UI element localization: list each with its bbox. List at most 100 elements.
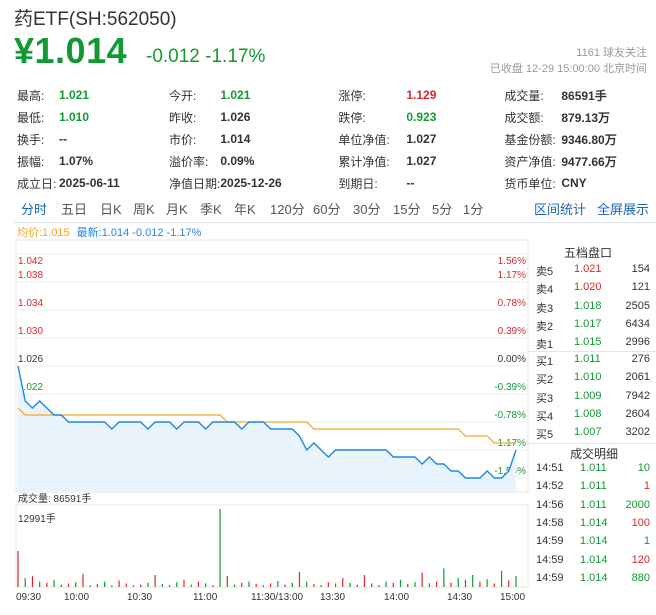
volume-bar bbox=[486, 579, 488, 587]
quote-label: 货币单位: bbox=[504, 176, 556, 191]
trade-volume: 880 bbox=[631, 571, 650, 584]
volume-bar bbox=[248, 581, 250, 587]
volume-bar bbox=[407, 583, 409, 587]
tab-8[interactable]: 60分 bbox=[313, 202, 341, 217]
trade-row: 14:51 1.011 10 bbox=[536, 462, 650, 480]
volume-bar bbox=[24, 577, 26, 587]
fullscreen-button[interactable]: 全屏展示 bbox=[597, 202, 650, 217]
tab-7[interactable]: 120分 bbox=[270, 202, 305, 217]
volume-bar bbox=[327, 582, 329, 587]
trade-time: 14:52 bbox=[536, 480, 564, 493]
volume-bar bbox=[104, 581, 106, 587]
volume-bar bbox=[508, 580, 510, 587]
intraday-chart[interactable]: 1.042 1.56% 1.038 1.17% 1.034 0.78% 1.030 0.39%… bbox=[0, 236, 530, 615]
book-divider bbox=[528, 351, 656, 352]
volume-bar bbox=[284, 584, 286, 587]
volume-bar bbox=[277, 580, 279, 587]
volume-bar bbox=[349, 582, 351, 587]
volume-bar bbox=[89, 585, 91, 587]
tab-0[interactable]: 分时 bbox=[21, 202, 48, 217]
tab-4[interactable]: 月K bbox=[166, 202, 188, 217]
book-price: 1.008 bbox=[574, 407, 602, 420]
tab-10[interactable]: 15分 bbox=[393, 202, 421, 217]
bid-row: 买4 1.008 2604 bbox=[536, 408, 650, 426]
quote-row: 最高: 1.021 今开: 1.021 涨停: 1.129 成交量: 86591手 bbox=[17, 84, 651, 106]
tab-2[interactable]: 日K bbox=[100, 202, 122, 217]
latest-price-legend: 最新:1.014 -0.012 -1.17% bbox=[76, 227, 202, 239]
book-price: 1.021 bbox=[574, 263, 602, 275]
quote-value: 9477.66万 bbox=[561, 154, 617, 169]
volume-bar bbox=[161, 583, 163, 587]
ask-row: 卖4 1.020 121 bbox=[536, 281, 650, 299]
book-price: 1.009 bbox=[574, 389, 602, 402]
volume-bar bbox=[450, 582, 452, 587]
volume-bar bbox=[111, 585, 113, 587]
book-label: 买1 bbox=[536, 356, 554, 368]
volume-bar bbox=[96, 583, 98, 587]
tab-1[interactable]: 五日 bbox=[61, 202, 88, 217]
period-tabs: 分时 五日 日K 周K 月K 季K 年K 120分 60分 30分 15分 5分 1分 区间统计 全屏展示 bbox=[14, 199, 656, 221]
volume-bar bbox=[190, 584, 192, 587]
ask-row: 卖5 1.021 154 bbox=[536, 263, 650, 281]
book-volume: 121 bbox=[631, 281, 650, 294]
book-price: 1.011 bbox=[574, 353, 601, 365]
volume-bar bbox=[31, 576, 34, 587]
current-price: ¥1.014 bbox=[14, 30, 128, 71]
trade-time: 14:59 bbox=[536, 571, 564, 584]
x-tick-label: 14:30 bbox=[447, 592, 472, 603]
x-tick-label: 14:00 bbox=[384, 592, 409, 603]
quote-value: 1.026 bbox=[220, 110, 251, 124]
x-tick-label: 11:30/13:00 bbox=[251, 592, 304, 603]
avg-price-legend: 均价:1.015 bbox=[17, 227, 70, 239]
quote-label: 净值日期: bbox=[169, 176, 221, 191]
volume-bar bbox=[241, 582, 243, 587]
volume-bar bbox=[342, 577, 344, 587]
quote-value: 2025-06-11 bbox=[59, 176, 120, 190]
volume-bar bbox=[118, 580, 120, 587]
pct-tick-label: 1.17% bbox=[498, 270, 526, 281]
volume-bar bbox=[378, 585, 380, 587]
volume-bar bbox=[226, 576, 228, 587]
tab-9[interactable]: 30分 bbox=[353, 202, 381, 217]
ask-row: 卖2 1.017 6434 bbox=[536, 318, 650, 336]
volume-bar bbox=[132, 585, 135, 587]
trade-volume: 1 bbox=[643, 480, 650, 493]
tab-12[interactable]: 1分 bbox=[463, 202, 484, 217]
quote-label: 资产净值: bbox=[504, 154, 556, 169]
interval-stats-button[interactable]: 区间统计 bbox=[534, 202, 587, 217]
trade-price: 1.014 bbox=[580, 553, 608, 566]
followers-count[interactable]: 1161 球友关注 bbox=[576, 47, 647, 59]
avg-price-line bbox=[17, 407, 516, 444]
trade-time: 14:59 bbox=[536, 535, 564, 548]
book-volume: 2604 bbox=[625, 407, 650, 420]
trade-price: 1.014 bbox=[580, 571, 608, 584]
book-price: 1.010 bbox=[574, 371, 602, 384]
quote-label: 昨收: bbox=[169, 110, 197, 125]
tab-6[interactable]: 年K bbox=[234, 202, 256, 217]
quote-label: 涨停: bbox=[338, 88, 366, 103]
tab-5[interactable]: 季K bbox=[200, 202, 222, 217]
page-title: 药ETF(SH:562050) bbox=[14, 9, 177, 30]
volume-bar bbox=[219, 509, 221, 587]
book-label: 买3 bbox=[536, 392, 554, 405]
volume-bar bbox=[270, 583, 272, 587]
trade-price: 1.014 bbox=[580, 516, 608, 529]
quote-label: 成交额: bbox=[504, 110, 544, 125]
quote-label: 今开: bbox=[169, 88, 197, 103]
book-label: 卖5 bbox=[536, 266, 554, 278]
quote-table: 最高: 1.021 今开: 1.021 涨停: 1.129 成交量: 86591手 最低: 1.0… bbox=[17, 84, 651, 194]
trade-volume: 1 bbox=[643, 535, 650, 548]
trade-row: 14:58 1.014 100 bbox=[536, 517, 650, 535]
volume-panel bbox=[15, 504, 529, 588]
tab-11[interactable]: 5分 bbox=[432, 202, 453, 217]
x-tick-label: 10:00 bbox=[64, 592, 89, 603]
quote-value: 0.923 bbox=[406, 110, 437, 124]
quote-label: 成立日: bbox=[17, 176, 57, 191]
volume-bar bbox=[233, 584, 236, 587]
quote-value: CNY bbox=[561, 176, 587, 190]
volume-bar bbox=[515, 576, 517, 587]
volume-bar bbox=[197, 581, 200, 587]
tab-3[interactable]: 周K bbox=[133, 202, 155, 217]
x-tick-label: 15:00 bbox=[500, 592, 525, 603]
quote-value: 879.13万 bbox=[561, 110, 611, 125]
